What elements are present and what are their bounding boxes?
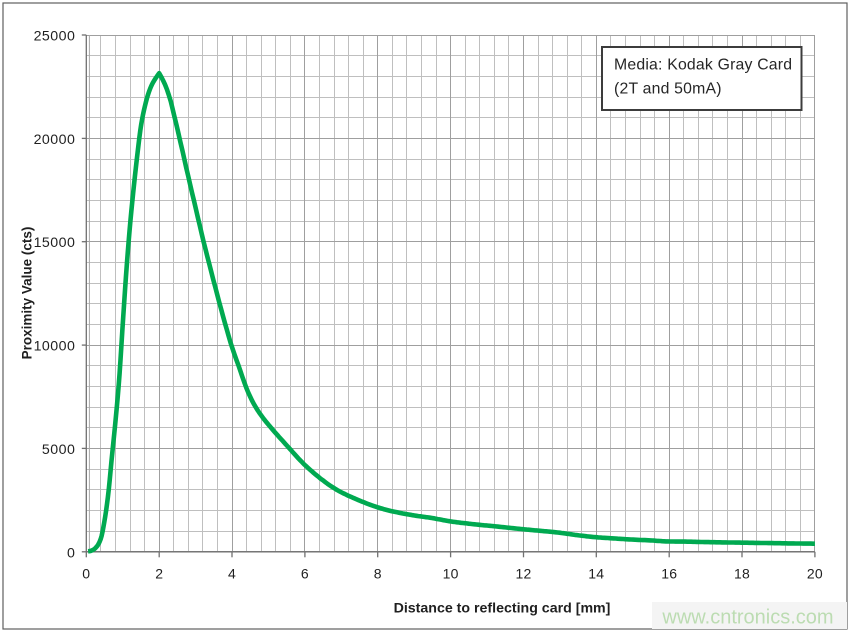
svg-text:4: 4 — [228, 565, 236, 581]
svg-text:2: 2 — [155, 565, 163, 581]
svg-text:0: 0 — [82, 565, 90, 581]
svg-text:Proximity Value (cts): Proximity Value (cts) — [20, 227, 35, 360]
svg-text:0: 0 — [67, 545, 75, 561]
svg-text:Media: Kodak Gray Card: Media: Kodak Gray Card — [614, 57, 792, 74]
svg-text:5000: 5000 — [42, 442, 75, 458]
svg-text:15000: 15000 — [34, 235, 76, 251]
svg-text:20000: 20000 — [34, 132, 76, 148]
svg-text:25000: 25000 — [34, 29, 76, 45]
svg-text:18: 18 — [734, 565, 750, 581]
svg-text:6: 6 — [301, 565, 309, 581]
svg-text:16: 16 — [661, 565, 677, 581]
svg-text:20: 20 — [807, 565, 823, 581]
svg-text:8: 8 — [374, 565, 382, 581]
svg-text:14: 14 — [588, 565, 604, 581]
svg-text:12: 12 — [516, 565, 532, 581]
svg-text:(2T and 50mA): (2T and 50mA) — [614, 81, 722, 98]
svg-text:10: 10 — [443, 565, 459, 581]
svg-text:Distance to reflecting card [: Distance to reflecting card [mm] — [394, 601, 611, 617]
svg-text:10000: 10000 — [34, 339, 76, 355]
svg-text:www.cntronics.com: www.cntronics.com — [661, 607, 833, 629]
